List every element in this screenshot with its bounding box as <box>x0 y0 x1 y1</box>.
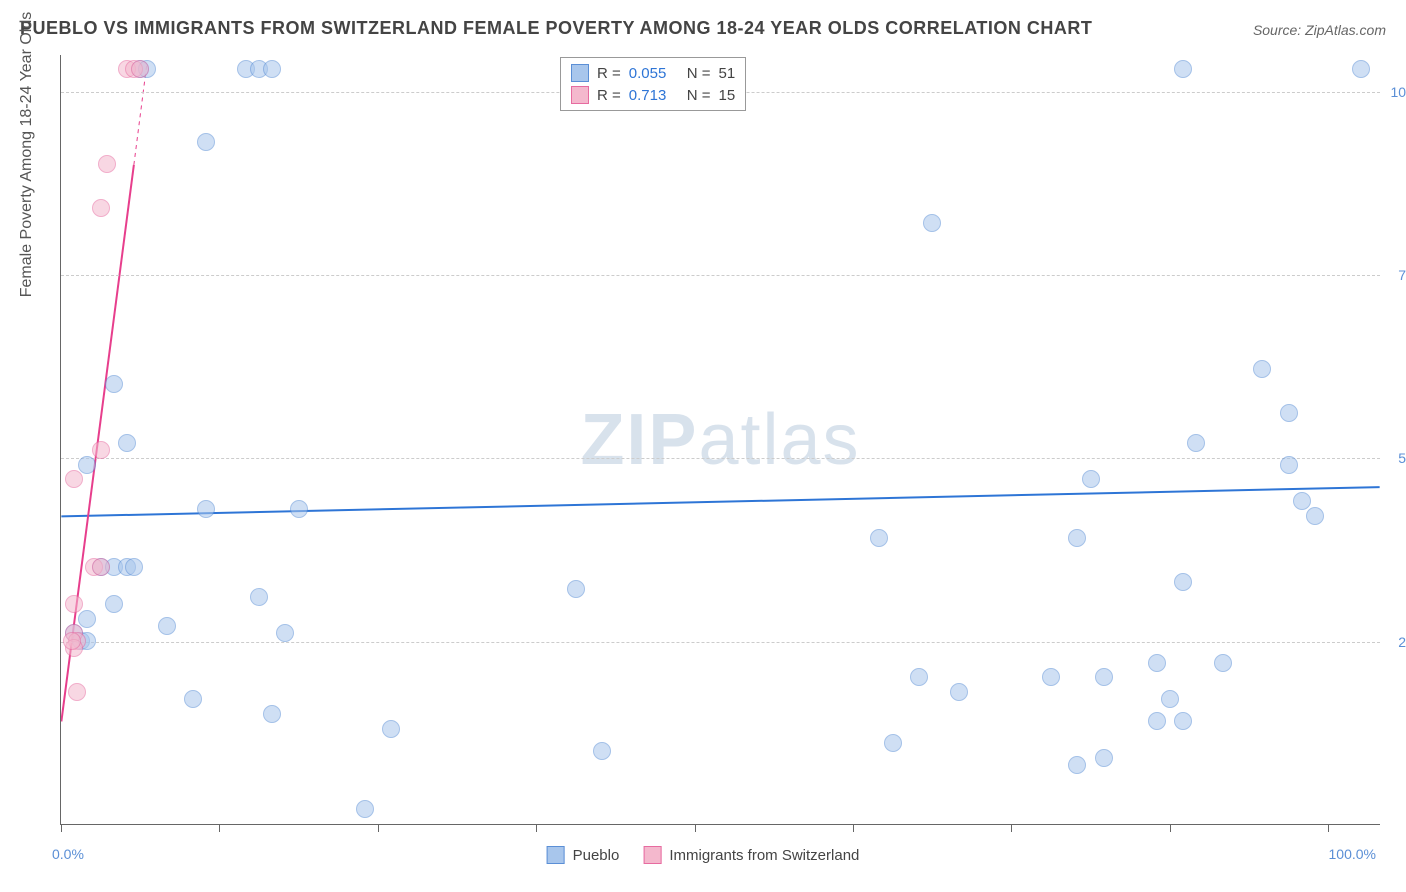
x-tick <box>1011 824 1012 832</box>
data-point <box>158 617 176 635</box>
correlation-legend: R = 0.055 N = 51 R = 0.713 N = 15 <box>560 57 746 111</box>
x-tick <box>219 824 220 832</box>
legend-row: R = 0.055 N = 51 <box>571 62 735 84</box>
y-axis-label: Female Poverty Among 18-24 Year Olds <box>18 12 36 298</box>
data-point <box>105 595 123 613</box>
watermark: ZIPatlas <box>580 399 860 481</box>
data-point <box>1161 690 1179 708</box>
legend-swatch <box>571 86 589 104</box>
legend-item: Immigrants from Switzerland <box>643 846 859 864</box>
legend-series-name: Immigrants from Switzerland <box>669 847 859 864</box>
gridline <box>61 275 1380 276</box>
data-point <box>125 558 143 576</box>
data-point <box>98 155 116 173</box>
data-point <box>92 558 110 576</box>
x-tick <box>695 824 696 832</box>
data-point <box>118 434 136 452</box>
data-point <box>105 375 123 393</box>
data-point <box>184 690 202 708</box>
legend-n-label: N = <box>687 65 711 82</box>
data-point <box>290 500 308 518</box>
data-point <box>197 133 215 151</box>
watermark-zip: ZIP <box>580 400 698 480</box>
data-point <box>923 214 941 232</box>
legend-n-value: 15 <box>719 87 736 104</box>
x-tick <box>1328 824 1329 832</box>
x-tick <box>1170 824 1171 832</box>
data-point <box>356 800 374 818</box>
x-axis-min-label: 0.0% <box>52 846 84 862</box>
data-point <box>92 441 110 459</box>
legend-row: R = 0.713 N = 15 <box>571 84 735 106</box>
data-point <box>910 668 928 686</box>
data-point <box>1352 60 1370 78</box>
x-tick <box>853 824 854 832</box>
legend-r-value: 0.055 <box>629 65 679 82</box>
data-point <box>593 742 611 760</box>
watermark-atlas: atlas <box>698 400 860 480</box>
data-point <box>1253 360 1271 378</box>
data-point <box>1095 668 1113 686</box>
y-tick-label: 50.0% <box>1398 450 1406 466</box>
data-point <box>1068 529 1086 547</box>
legend-n-label: N = <box>687 87 711 104</box>
data-point <box>78 456 96 474</box>
data-point <box>1174 712 1192 730</box>
data-point <box>950 683 968 701</box>
data-point <box>382 720 400 738</box>
data-point <box>1148 654 1166 672</box>
data-point <box>65 470 83 488</box>
data-point <box>276 624 294 642</box>
series-legend: Pueblo Immigrants from Switzerland <box>547 846 860 864</box>
data-point <box>1214 654 1232 672</box>
plot-area: ZIPatlas 25.0%50.0%75.0%100.0% <box>60 55 1380 825</box>
legend-series-name: Pueblo <box>573 847 620 864</box>
data-point <box>1174 573 1192 591</box>
legend-r-value: 0.713 <box>629 87 679 104</box>
trend-lines <box>61 55 1380 824</box>
legend-swatch <box>643 846 661 864</box>
data-point <box>1174 60 1192 78</box>
data-point <box>1306 507 1324 525</box>
data-point <box>1042 668 1060 686</box>
legend-item: Pueblo <box>547 846 620 864</box>
x-tick <box>378 824 379 832</box>
chart-title: PUEBLO VS IMMIGRANTS FROM SWITZERLAND FE… <box>20 18 1092 39</box>
x-tick <box>536 824 537 832</box>
data-point <box>870 529 888 547</box>
data-point <box>263 60 281 78</box>
y-tick-label: 75.0% <box>1398 267 1406 283</box>
data-point <box>250 588 268 606</box>
data-point <box>1095 749 1113 767</box>
data-point <box>884 734 902 752</box>
data-point <box>1280 456 1298 474</box>
legend-r-label: R = <box>597 65 621 82</box>
data-point <box>263 705 281 723</box>
data-point <box>65 595 83 613</box>
source-attribution: Source: ZipAtlas.com <box>1253 22 1386 38</box>
data-point <box>1148 712 1166 730</box>
legend-swatch <box>547 846 565 864</box>
legend-swatch <box>571 64 589 82</box>
x-tick <box>61 824 62 832</box>
data-point <box>131 60 149 78</box>
data-point <box>1082 470 1100 488</box>
legend-r-label: R = <box>597 87 621 104</box>
data-point <box>1068 756 1086 774</box>
gridline <box>61 642 1380 643</box>
data-point <box>78 610 96 628</box>
legend-n-value: 51 <box>719 65 736 82</box>
data-point <box>567 580 585 598</box>
data-point <box>68 683 86 701</box>
data-point <box>63 632 81 650</box>
data-point <box>92 199 110 217</box>
data-point <box>1293 492 1311 510</box>
y-tick-label: 100.0% <box>1391 84 1406 100</box>
y-tick-label: 25.0% <box>1398 634 1406 650</box>
x-axis-max-label: 100.0% <box>1329 846 1376 862</box>
gridline <box>61 458 1380 459</box>
data-point <box>197 500 215 518</box>
data-point <box>1280 404 1298 422</box>
data-point <box>1187 434 1205 452</box>
